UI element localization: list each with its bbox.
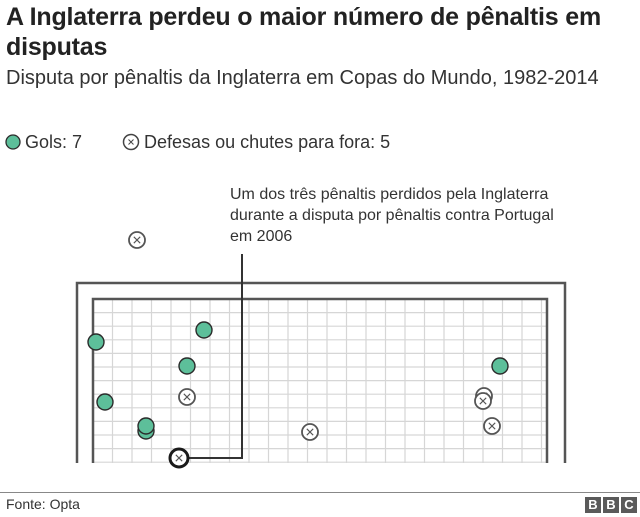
highlighted-missed-marker — [168, 447, 190, 469]
goal-marker — [195, 321, 213, 339]
crossed-circle-icon — [122, 133, 140, 151]
goal-marker — [96, 393, 114, 411]
bbc-logo: B B C — [585, 497, 639, 513]
chart-subtitle: Disputa por pênaltis da Inglaterra em Co… — [6, 67, 599, 89]
chart-title: A Inglaterra perdeu o maior número de pê… — [6, 3, 601, 61]
missed-marker — [483, 417, 501, 435]
legend-missed-label: Defesas ou chutes para fora: 5 — [144, 131, 391, 152]
missed-marker — [178, 388, 196, 406]
goal-marker — [491, 357, 509, 375]
missed-marker — [474, 392, 492, 410]
legend-item-goals: Gols: 7 — [5, 132, 82, 153]
bbc-logo-block: B — [603, 497, 619, 513]
footer-divider — [0, 492, 640, 493]
goal-outer-frame — [75, 281, 567, 463]
annotation-leader-line — [187, 254, 243, 459]
source-text: Fonte: Opta — [6, 496, 80, 512]
missed-marker — [301, 423, 319, 441]
goal-marker — [87, 333, 105, 351]
goal-inner-frame — [91, 297, 549, 463]
goal-marker — [178, 357, 196, 375]
bbc-logo-block: B — [585, 497, 601, 513]
legend: Gols: 7 Defesas ou chutes para fora: 5 — [5, 131, 430, 153]
missed-marker — [128, 231, 146, 249]
goal-plot — [75, 231, 567, 469]
annotation-text: Um dos três pênaltis perdidos pela Ingla… — [230, 186, 554, 245]
bbc-logo-block: C — [621, 497, 637, 513]
legend-item-missed: Defesas ou chutes para fora: 5 — [122, 132, 390, 153]
goal-net-grid — [93, 299, 547, 463]
goal-marker — [137, 417, 155, 435]
penalty-markers — [87, 231, 509, 469]
legend-goals-label: Gols: 7 — [25, 131, 83, 152]
goal-circle-icon — [5, 134, 21, 150]
